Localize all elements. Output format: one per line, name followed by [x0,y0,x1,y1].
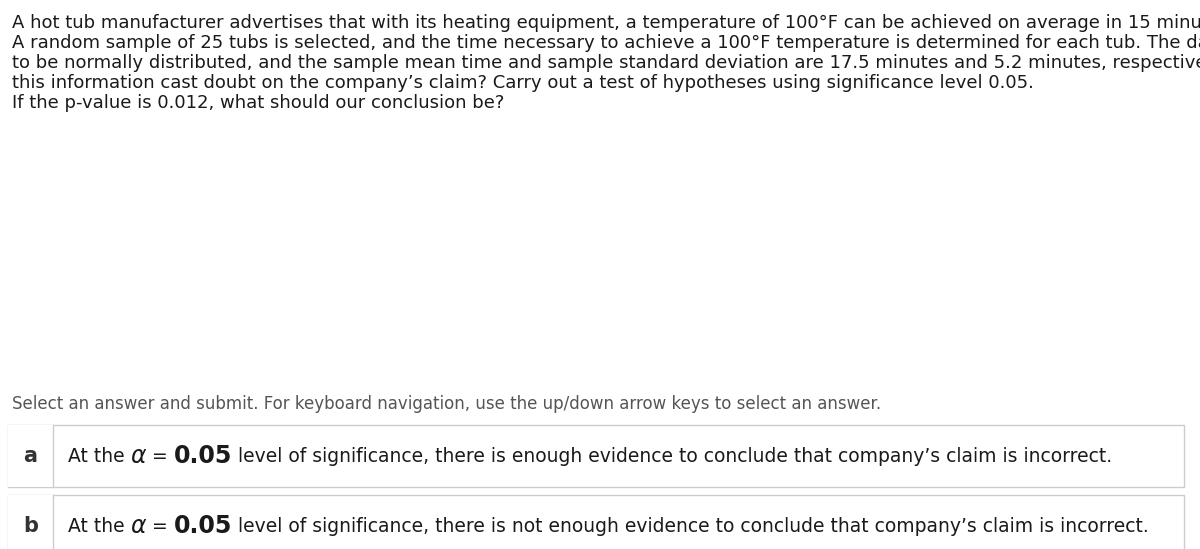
Text: level of significance, there is enough evidence to conclude that company’s claim: level of significance, there is enough e… [233,446,1112,466]
Text: At the: At the [68,446,131,466]
FancyBboxPatch shape [8,495,53,549]
Text: level of significance, there is not enough evidence to conclude that company’s c: level of significance, there is not enou… [233,517,1150,535]
Text: α: α [131,444,146,468]
FancyBboxPatch shape [8,495,1184,549]
Text: to be normally distributed, and the sample mean time and sample standard deviati: to be normally distributed, and the samp… [12,54,1200,72]
Text: 0.05: 0.05 [174,444,233,468]
Text: 0.05: 0.05 [174,514,233,538]
Text: Select an answer and submit. For keyboard navigation, use the up/down arrow keys: Select an answer and submit. For keyboar… [12,395,881,413]
Text: If the p-value is 0.012, what should our conclusion be?: If the p-value is 0.012, what should our… [12,94,504,112]
Text: α: α [131,514,146,538]
Text: =: = [146,517,174,535]
Text: =: = [146,446,174,466]
Text: a: a [24,446,37,466]
Text: A hot tub manufacturer advertises that with its heating equipment, a temperature: A hot tub manufacturer advertises that w… [12,14,1200,32]
FancyBboxPatch shape [8,425,1184,487]
FancyBboxPatch shape [8,425,53,487]
Text: At the: At the [68,517,131,535]
Text: A random sample of 25 tubs is selected, and the time necessary to achieve a 100°: A random sample of 25 tubs is selected, … [12,34,1200,52]
Text: this information cast doubt on the company’s claim? Carry out a test of hypothes: this information cast doubt on the compa… [12,74,1034,92]
Text: b: b [23,516,38,536]
